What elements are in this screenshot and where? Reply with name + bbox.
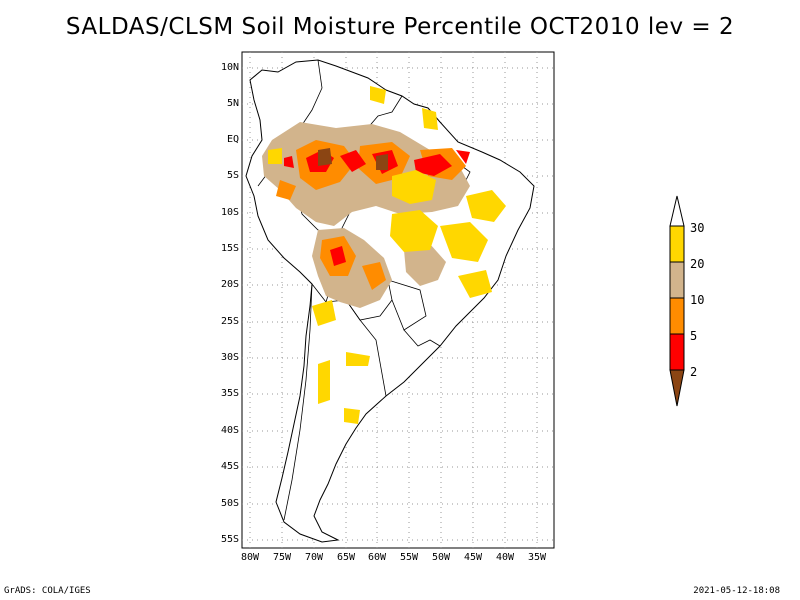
footer-credit: GrADS: COLA/IGES (4, 586, 91, 596)
lat-label: 10S (220, 207, 239, 218)
lat-label: 5S (226, 170, 239, 181)
colorbar-10-20 (669, 261, 685, 299)
colorbar-20-30 (669, 225, 685, 263)
lat-label: EQ (226, 134, 239, 145)
lon-label: 80W (240, 552, 260, 563)
lat-label: 5N (226, 98, 239, 109)
lon-label: 35W (527, 552, 547, 563)
lon-label: 70W (304, 552, 324, 563)
lat-label: 50S (220, 498, 239, 509)
lon-label: 50W (431, 552, 451, 563)
colorbar-bottom-cap (669, 369, 685, 407)
lat-label: 40S (220, 425, 239, 436)
percentile-20-30-patches (268, 86, 506, 424)
lon-label: 65W (336, 552, 356, 563)
colorbar-top-cap (669, 195, 685, 227)
lon-label: 60W (367, 552, 387, 563)
lat-label: 55S (220, 534, 239, 545)
percentile-below-2-patches (318, 148, 388, 170)
footer-timestamp: 2021-05-12-18:08 (693, 586, 780, 596)
colorbar (669, 195, 685, 407)
colorbar-2-5 (669, 333, 685, 371)
lon-label: 55W (399, 552, 419, 563)
lon-label: 45W (463, 552, 483, 563)
lat-label: 20S (220, 279, 239, 290)
colorbar-label: 5 (690, 329, 698, 343)
colorbar-label: 2 (690, 365, 698, 379)
lat-label: 10N (220, 62, 239, 73)
lat-label: 30S (220, 352, 239, 363)
colorbar-label: 30 (690, 221, 705, 235)
map-title: SALDAS/CLSM Soil Moisture Percentile OCT… (65, 14, 735, 40)
lon-label: 75W (272, 552, 292, 563)
colorbar-label: 10 (690, 293, 705, 307)
colorbar-5-10 (669, 297, 685, 335)
lat-label: 15S (220, 243, 239, 254)
colorbar-label: 20 (690, 257, 705, 271)
lat-label: 35S (220, 388, 239, 399)
lon-label: 40W (495, 552, 515, 563)
lat-label: 45S (220, 461, 239, 472)
lat-label: 25S (220, 316, 239, 327)
